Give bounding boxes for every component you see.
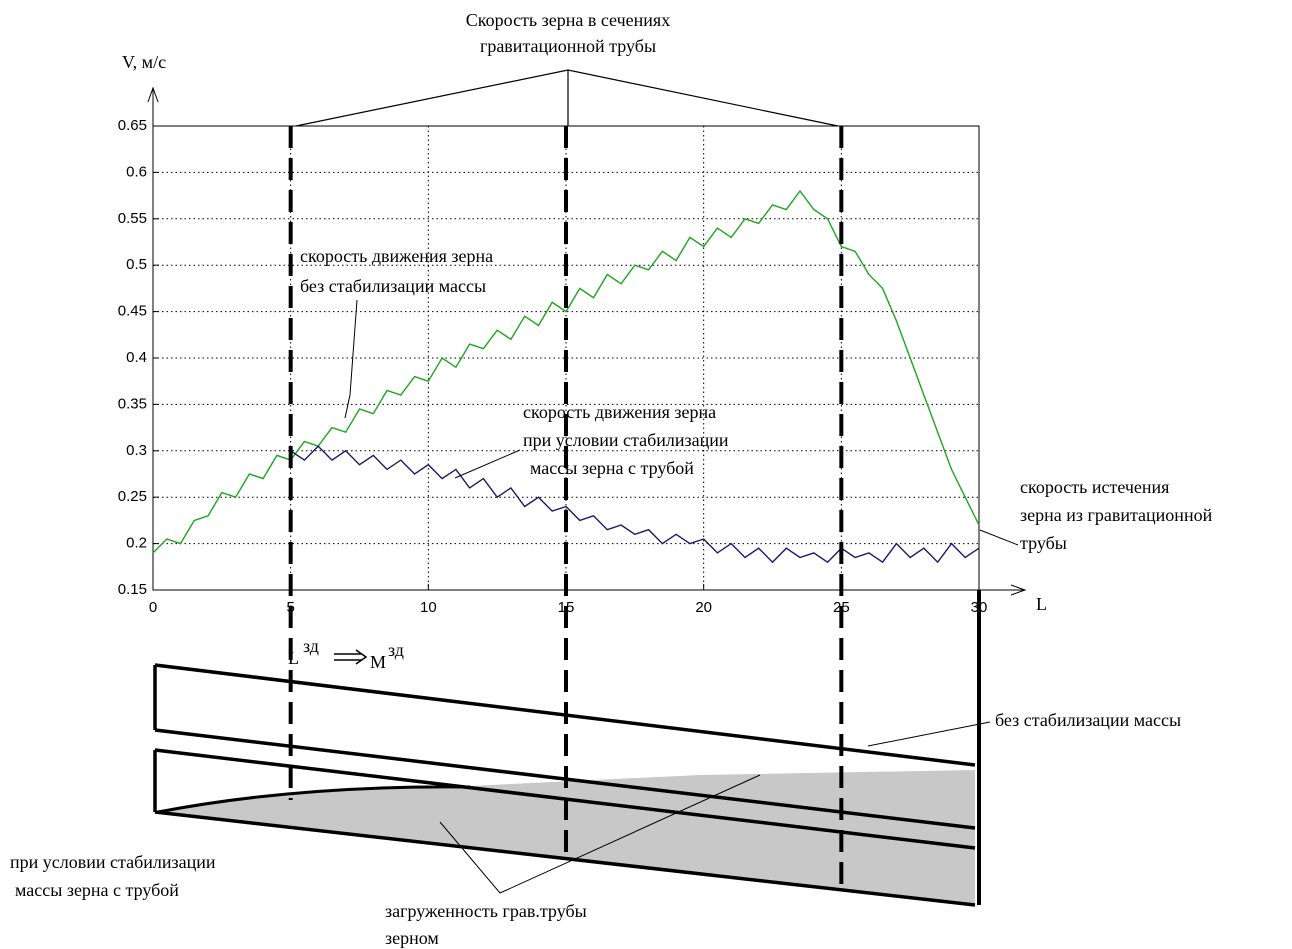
annotation: зерна из гравитационной [1020,505,1213,525]
l-sup: зд [303,636,319,656]
annotation: скорость движения зерна [523,402,716,422]
leader [980,530,1018,545]
y-tick-label: 0.35 [118,395,147,412]
x-axis-label: L [1036,594,1047,614]
annotation: скорость истечения [1020,477,1169,497]
m-symbol: M [370,652,386,672]
x-tick-label: 10 [420,599,437,616]
figure: 0.15 0.2 0.25 0.3 0.35 0.4 0.45 0.5 0.55 0.6 0.65 0… [0,0,1292,949]
y-tick-label: 0.15 [118,581,147,598]
leader [296,70,838,126]
title-line: гравитационной трубы [480,36,656,56]
annotation: скорость движения зерна [300,246,493,266]
plot: 0.15 0.2 0.25 0.3 0.35 0.4 0.45 0.5 0.55 0.6 0.65 0… [118,88,1025,616]
y-tick-label: 0.6 [126,163,147,180]
diagram-label: при условии стабилизации [10,852,216,872]
y-axis-label: V, м/с [122,52,166,72]
x-tick-label: 0 [149,599,157,616]
diagram-label: зерном [385,928,439,948]
y-tick-label: 0.45 [118,303,147,320]
annotation: без стабилизации массы [300,276,486,296]
x-tick-label: 20 [695,599,712,616]
title-line: Скорость зерна в сечениях [466,10,670,30]
y-tick-label: 0.55 [118,210,147,227]
y-tick-label: 0.2 [126,535,147,552]
diagram-label: без стабилизации массы [995,710,1181,730]
leader [345,300,357,418]
y-tick-label: 0.25 [118,488,147,505]
annotation: при условии стабилизации [523,430,729,450]
y-axis-arrow [148,88,158,126]
y-tick-label: 0.3 [126,442,147,459]
leader [868,722,990,746]
annotation: массы зерна с трубой [530,458,694,478]
diagram-label: массы зерна с трубой [15,880,179,900]
implies-arrow [334,650,366,664]
diagram-label: загруженность грав.трубы [385,901,587,921]
y-tick-label: 0.5 [126,256,147,273]
leader [455,450,520,478]
y-tick-label: 0.4 [126,349,147,366]
m-sup: зд [388,640,404,660]
x-axis-arrow [979,585,1025,595]
annotation: трубы [1020,533,1067,553]
y-tick-label: 0.65 [118,117,147,134]
